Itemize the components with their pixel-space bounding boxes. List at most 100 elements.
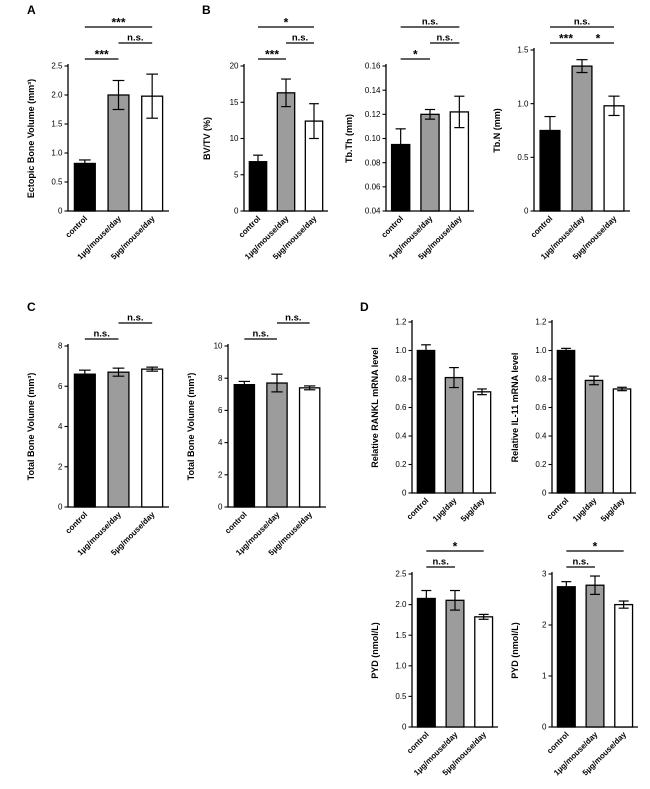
svg-text:***: *** — [265, 48, 279, 62]
chart-relative-rankl-mrna: 0 0.2 0.4 0.6 0.8 1.0 1.2 Relative RANKL mRNA l… — [366, 308, 504, 530]
svg-text:Ectopic Bone Volume (mm³): Ectopic Bone Volume (mm³) — [26, 79, 36, 198]
svg-text:control: control — [237, 214, 263, 240]
svg-text:8: 8 — [218, 374, 223, 383]
svg-text:1µg/day: 1µg/day — [431, 496, 459, 524]
svg-text:6: 6 — [218, 406, 223, 415]
svg-text:control: control — [64, 510, 90, 536]
svg-text:10: 10 — [230, 134, 239, 143]
svg-text:2.5: 2.5 — [395, 570, 407, 579]
svg-text:0.10: 0.10 — [365, 134, 381, 143]
svg-text:control: control — [405, 496, 431, 522]
svg-text:***: *** — [111, 16, 125, 30]
svg-text:5µg/day: 5µg/day — [459, 496, 487, 524]
svg-text:control: control — [380, 214, 406, 240]
svg-text:***: *** — [95, 48, 109, 62]
svg-text:0.2: 0.2 — [395, 460, 407, 469]
svg-text:0.06: 0.06 — [365, 182, 381, 191]
svg-text:1.0: 1.0 — [517, 99, 529, 108]
svg-text:5: 5 — [234, 170, 239, 179]
svg-text:2: 2 — [218, 470, 223, 479]
svg-text:n.s.: n.s. — [252, 329, 268, 340]
svg-text:*: * — [284, 16, 289, 30]
chart-pyd-1: 0 0.5 1.0 1.5 2.0 2.5 PYD (nmol/L) control 1µg/m… — [366, 532, 506, 786]
chart-tb-n: 0 0.5 1.0 1.5 Tb.N (mm) control 1µg/mouse/day 5… — [488, 8, 638, 270]
svg-text:4: 4 — [218, 438, 223, 447]
svg-text:0: 0 — [402, 489, 407, 498]
svg-text:0.6: 0.6 — [395, 403, 407, 412]
svg-text:n.s.: n.s. — [572, 557, 588, 568]
svg-text:0: 0 — [218, 503, 223, 512]
svg-text:*: * — [413, 48, 418, 62]
svg-text:***: *** — [559, 32, 573, 46]
svg-text:control: control — [64, 214, 90, 240]
panel-label-d: D — [360, 300, 369, 314]
svg-text:2.0: 2.0 — [395, 600, 407, 609]
svg-text:Total Bone Volume (mm³): Total Bone Volume (mm³) — [186, 373, 196, 481]
svg-text:PYD (nmol/L): PYD (nmol/L) — [370, 622, 380, 679]
svg-text:5µg/day: 5µg/day — [599, 496, 627, 524]
svg-text:2.0: 2.0 — [51, 91, 63, 100]
chart-tb-th: 0.04 0.06 0.08 0.10 0.12 0.14 0.16 Tb.Th (mm) co… — [340, 8, 482, 270]
svg-text:0: 0 — [542, 723, 547, 732]
svg-text:8: 8 — [58, 342, 63, 351]
svg-text:BV/TV (%): BV/TV (%) — [202, 117, 212, 160]
chart-total-bone-volume-2: 0 2 4 6 8 10 Total Bone Volume (mm³) control 1µg… — [182, 304, 334, 566]
svg-text:*: * — [593, 540, 598, 554]
svg-text:Relative IL-11 mRNA level: Relative IL-11 mRNA level — [510, 353, 520, 463]
svg-text:n.s.: n.s. — [127, 33, 143, 44]
svg-text:0: 0 — [542, 489, 547, 498]
svg-text:0.4: 0.4 — [535, 432, 547, 441]
svg-text:Total Bone Volume (mm³): Total Bone Volume (mm³) — [26, 373, 36, 481]
svg-text:n.s.: n.s. — [292, 33, 308, 44]
svg-text:*: * — [453, 540, 458, 554]
svg-text:*: * — [596, 32, 601, 46]
svg-text:0: 0 — [58, 207, 63, 216]
panel-label-c: C — [27, 300, 36, 314]
svg-text:1.2: 1.2 — [395, 318, 407, 327]
svg-text:0.6: 0.6 — [535, 403, 547, 412]
svg-text:0.2: 0.2 — [535, 460, 547, 469]
chart-total-bone-volume-1: 0 2 4 6 8 Total Bone Volume (mm³) control 1µg/m… — [22, 304, 177, 566]
svg-text:1µg/day: 1µg/day — [571, 496, 599, 524]
svg-text:n.s.: n.s. — [432, 557, 448, 568]
chart-pyd-2: 0 1 2 3 PYD (nmol/L) control 1µg/mouse/day 5µg/… — [506, 532, 646, 786]
svg-text:0: 0 — [402, 723, 407, 732]
svg-text:1.0: 1.0 — [51, 149, 63, 158]
svg-text:n.s.: n.s. — [127, 313, 143, 324]
svg-text:1.5: 1.5 — [395, 631, 407, 640]
svg-text:1: 1 — [542, 672, 547, 681]
svg-text:2.5: 2.5 — [51, 62, 63, 71]
svg-text:n.s.: n.s. — [422, 17, 438, 28]
svg-text:n.s.: n.s. — [93, 329, 109, 340]
chart-bv-tv: 0 5 10 15 20 BV/TV (%) control 1µg/mouse/day 5µg… — [198, 8, 336, 270]
svg-text:0.16: 0.16 — [365, 62, 381, 71]
chart-ectopic-bone-volume: 0 0.5 1.0 1.5 2.0 2.5 Ectopic Bone Volume (mm³… — [22, 8, 177, 270]
svg-text:20: 20 — [230, 62, 239, 71]
svg-text:0.4: 0.4 — [395, 432, 407, 441]
svg-text:n.s.: n.s. — [574, 17, 590, 28]
svg-text:0: 0 — [524, 207, 529, 216]
svg-text:1.2: 1.2 — [535, 318, 547, 327]
svg-text:control: control — [529, 214, 555, 240]
svg-text:10: 10 — [214, 342, 223, 351]
svg-text:1.0: 1.0 — [395, 346, 407, 355]
svg-text:0: 0 — [58, 503, 63, 512]
svg-text:Tb.Th (mm): Tb.Th (mm) — [344, 114, 354, 163]
svg-text:3: 3 — [542, 570, 547, 579]
svg-text:Tb.N (mm): Tb.N (mm) — [492, 108, 502, 153]
svg-text:0.5: 0.5 — [395, 692, 407, 701]
svg-text:control: control — [545, 496, 571, 522]
svg-text:control: control — [223, 510, 249, 536]
panel-label-b: B — [202, 3, 211, 17]
svg-text:0.5: 0.5 — [517, 153, 529, 162]
svg-text:1.5: 1.5 — [51, 120, 63, 129]
svg-text:Relative RANKL mRNA level: Relative RANKL mRNA level — [370, 347, 380, 468]
svg-text:0: 0 — [234, 207, 239, 216]
svg-text:0.8: 0.8 — [395, 375, 407, 384]
svg-text:2: 2 — [542, 621, 547, 630]
chart-relative-il11-mrna: 0 0.2 0.4 0.6 0.8 1.0 1.2 Relative IL-11 mRNA l… — [506, 308, 644, 530]
svg-text:0.08: 0.08 — [365, 158, 381, 167]
svg-text:2: 2 — [58, 462, 63, 471]
svg-text:1.5: 1.5 — [517, 46, 529, 55]
